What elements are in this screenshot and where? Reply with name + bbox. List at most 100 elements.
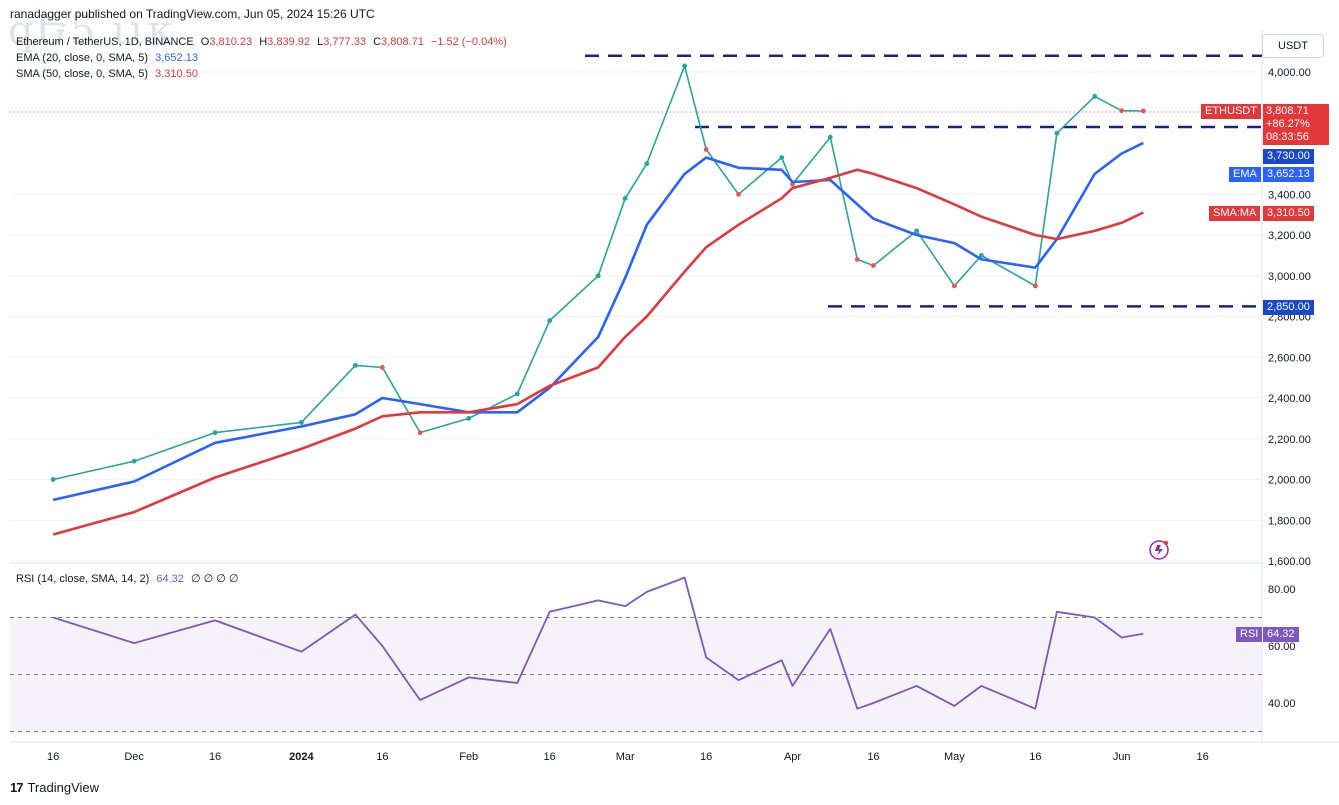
price-tick-label: 1,800.00	[1268, 515, 1311, 527]
time-tick-label: Feb	[459, 751, 478, 763]
ohlc-low: L3,777.33	[317, 36, 367, 48]
tradingview-mark-icon: 17	[10, 780, 24, 795]
price-point	[417, 430, 423, 436]
sma-legend-label: SMA (50, close, 0, SMA, 5)	[16, 68, 149, 80]
ohlc-change: −1.52 (−0.04%)	[430, 36, 507, 48]
price-point	[622, 195, 628, 201]
price-tick-label: 4,000.00	[1268, 67, 1311, 79]
ema-legend-value: 3,652.13	[155, 52, 198, 64]
price-point	[299, 420, 304, 425]
time-tick-label: 16	[209, 751, 221, 763]
symbol-legend[interactable]: Ethereum / TetherUS, 1D, BINANCE O3,810.…	[16, 36, 511, 48]
publish-caption: ranadagger published on TradingView.com,…	[10, 7, 375, 21]
price-tick-label: 2,400.00	[1268, 393, 1311, 405]
price-axis-ticks: 1,600.00 1,800.00 2,000.00 2,200.00 2,400.00…	[1268, 67, 1311, 568]
price-point	[1119, 108, 1125, 114]
price-tick-label: 2,600.00	[1268, 352, 1311, 364]
currency-button[interactable]: USDT	[1262, 34, 1324, 58]
sma-line	[52, 168, 1144, 536]
ohlc-close: C3,808.71	[373, 36, 424, 48]
tradingview-logo[interactable]: 17 TradingView	[10, 780, 99, 795]
symbol-title: Ethereum / TetherUS, 1D, BINANCE	[16, 36, 194, 48]
ohlc-open: O3,810.23	[200, 36, 253, 48]
horizontal-levels	[585, 54, 1262, 308]
time-tick-label: 16	[376, 751, 388, 763]
price-point	[978, 252, 984, 258]
price-point	[131, 458, 137, 464]
rsi-line	[10, 576, 1262, 732]
tradingview-brand: TradingView	[27, 780, 100, 795]
rsi-polyline	[52, 576, 1144, 710]
rsi-tick-label: 40.00	[1268, 698, 1296, 710]
watermark: ԛԵ5 ιικ	[8, 8, 175, 54]
last-price-value: 3,808.71	[1266, 105, 1309, 117]
symbol-tag: ETHUSDT	[1201, 104, 1261, 119]
rsi-legend-placeholders: ∅ ∅ ∅ ∅	[190, 573, 239, 585]
ohlc-high: H3,839.92	[259, 36, 310, 48]
time-tick-label: May	[944, 751, 965, 763]
resistance-tag: 3,730.00	[1263, 149, 1314, 164]
rsi-legend[interactable]: RSI (14, close, SMA, 14, 2) 64.32 ∅ ∅ ∅ …	[16, 572, 242, 585]
ema-value-tag: 3,652.13	[1263, 167, 1314, 182]
price-point	[1032, 283, 1038, 289]
rsi-name-tag: RSI	[1236, 627, 1263, 642]
price-point	[644, 161, 650, 167]
sma-polyline	[52, 168, 1144, 536]
price-point	[682, 63, 687, 69]
price-point	[703, 147, 709, 152]
price-tick-label: 2,000.00	[1268, 475, 1311, 487]
time-tick-label: 16	[700, 751, 712, 763]
rsi-axis-ticks: 40.00 60.00 80.00	[1268, 584, 1296, 710]
time-tick-label: 16	[544, 751, 556, 763]
grid	[10, 71, 1262, 562]
rsi-legend-label: RSI (14, close, SMA, 14, 2)	[16, 573, 150, 585]
support-tag: 2,850.00	[1263, 300, 1314, 315]
ema-legend[interactable]: EMA (20, close, 0, SMA, 5) 3,652.13	[16, 52, 202, 64]
rsi-band-background	[10, 620, 1262, 733]
time-tick-label: 16	[1029, 751, 1041, 763]
price-point	[212, 430, 218, 436]
ema-legend-label: EMA (20, close, 0, SMA, 5)	[16, 52, 149, 64]
sma-legend-value: 3,310.50	[155, 68, 198, 80]
price-point	[595, 273, 601, 279]
price-point	[514, 391, 520, 397]
price-point	[779, 155, 785, 160]
rsi-legend-value: 64.32	[156, 573, 184, 585]
price-tick-label: 3,400.00	[1268, 189, 1311, 201]
price-point	[1092, 94, 1098, 99]
rsi-value-tag: 64.32	[1263, 627, 1299, 642]
price-point	[951, 283, 957, 289]
last-price-pct: +86.27%	[1266, 118, 1310, 130]
price-point	[547, 318, 553, 323]
time-tick-label: 16	[867, 751, 879, 763]
time-tick-label: 2024	[289, 751, 314, 763]
price-tick-label: 3,200.00	[1268, 230, 1311, 242]
sma-name-tag: SMA:MA	[1209, 206, 1261, 221]
ema-polyline	[52, 141, 1144, 502]
time-axis-ticks: 16 Dec 16 2024 16 Feb 16 Mar 16 Apr 16 May 16 Jun 16	[47, 751, 1209, 763]
price-point	[914, 228, 920, 234]
sma-value-tag: 3,310.50	[1263, 206, 1314, 221]
price-point	[1140, 108, 1146, 114]
price-point	[1054, 130, 1060, 136]
price-point	[871, 263, 876, 268]
rsi-tick-label: 80.00	[1268, 584, 1296, 596]
ema-line	[52, 141, 1144, 502]
price-tick-label: 2,200.00	[1268, 434, 1311, 446]
price-point	[352, 363, 358, 368]
time-tick-label: 16	[47, 751, 59, 763]
price-point	[854, 257, 860, 262]
time-tick-label: 16	[1197, 751, 1209, 763]
bar-countdown: 08:33:56	[1266, 131, 1309, 143]
alert-icon[interactable]	[1149, 540, 1169, 560]
price-tick-label: 3,000.00	[1268, 271, 1311, 283]
price-tick-label: 1,600.00	[1268, 556, 1311, 568]
rsi-tick-label: 60.00	[1268, 641, 1296, 653]
time-tick-label: Apr	[784, 751, 801, 763]
price-point	[827, 134, 833, 140]
price-point	[379, 365, 385, 370]
last-price-tag: 3,808.71 +86.27% 08:33:56	[1263, 104, 1329, 145]
sma-legend[interactable]: SMA (50, close, 0, SMA, 5) 3,310.50	[16, 68, 202, 80]
time-tick-label: Dec	[124, 751, 144, 763]
